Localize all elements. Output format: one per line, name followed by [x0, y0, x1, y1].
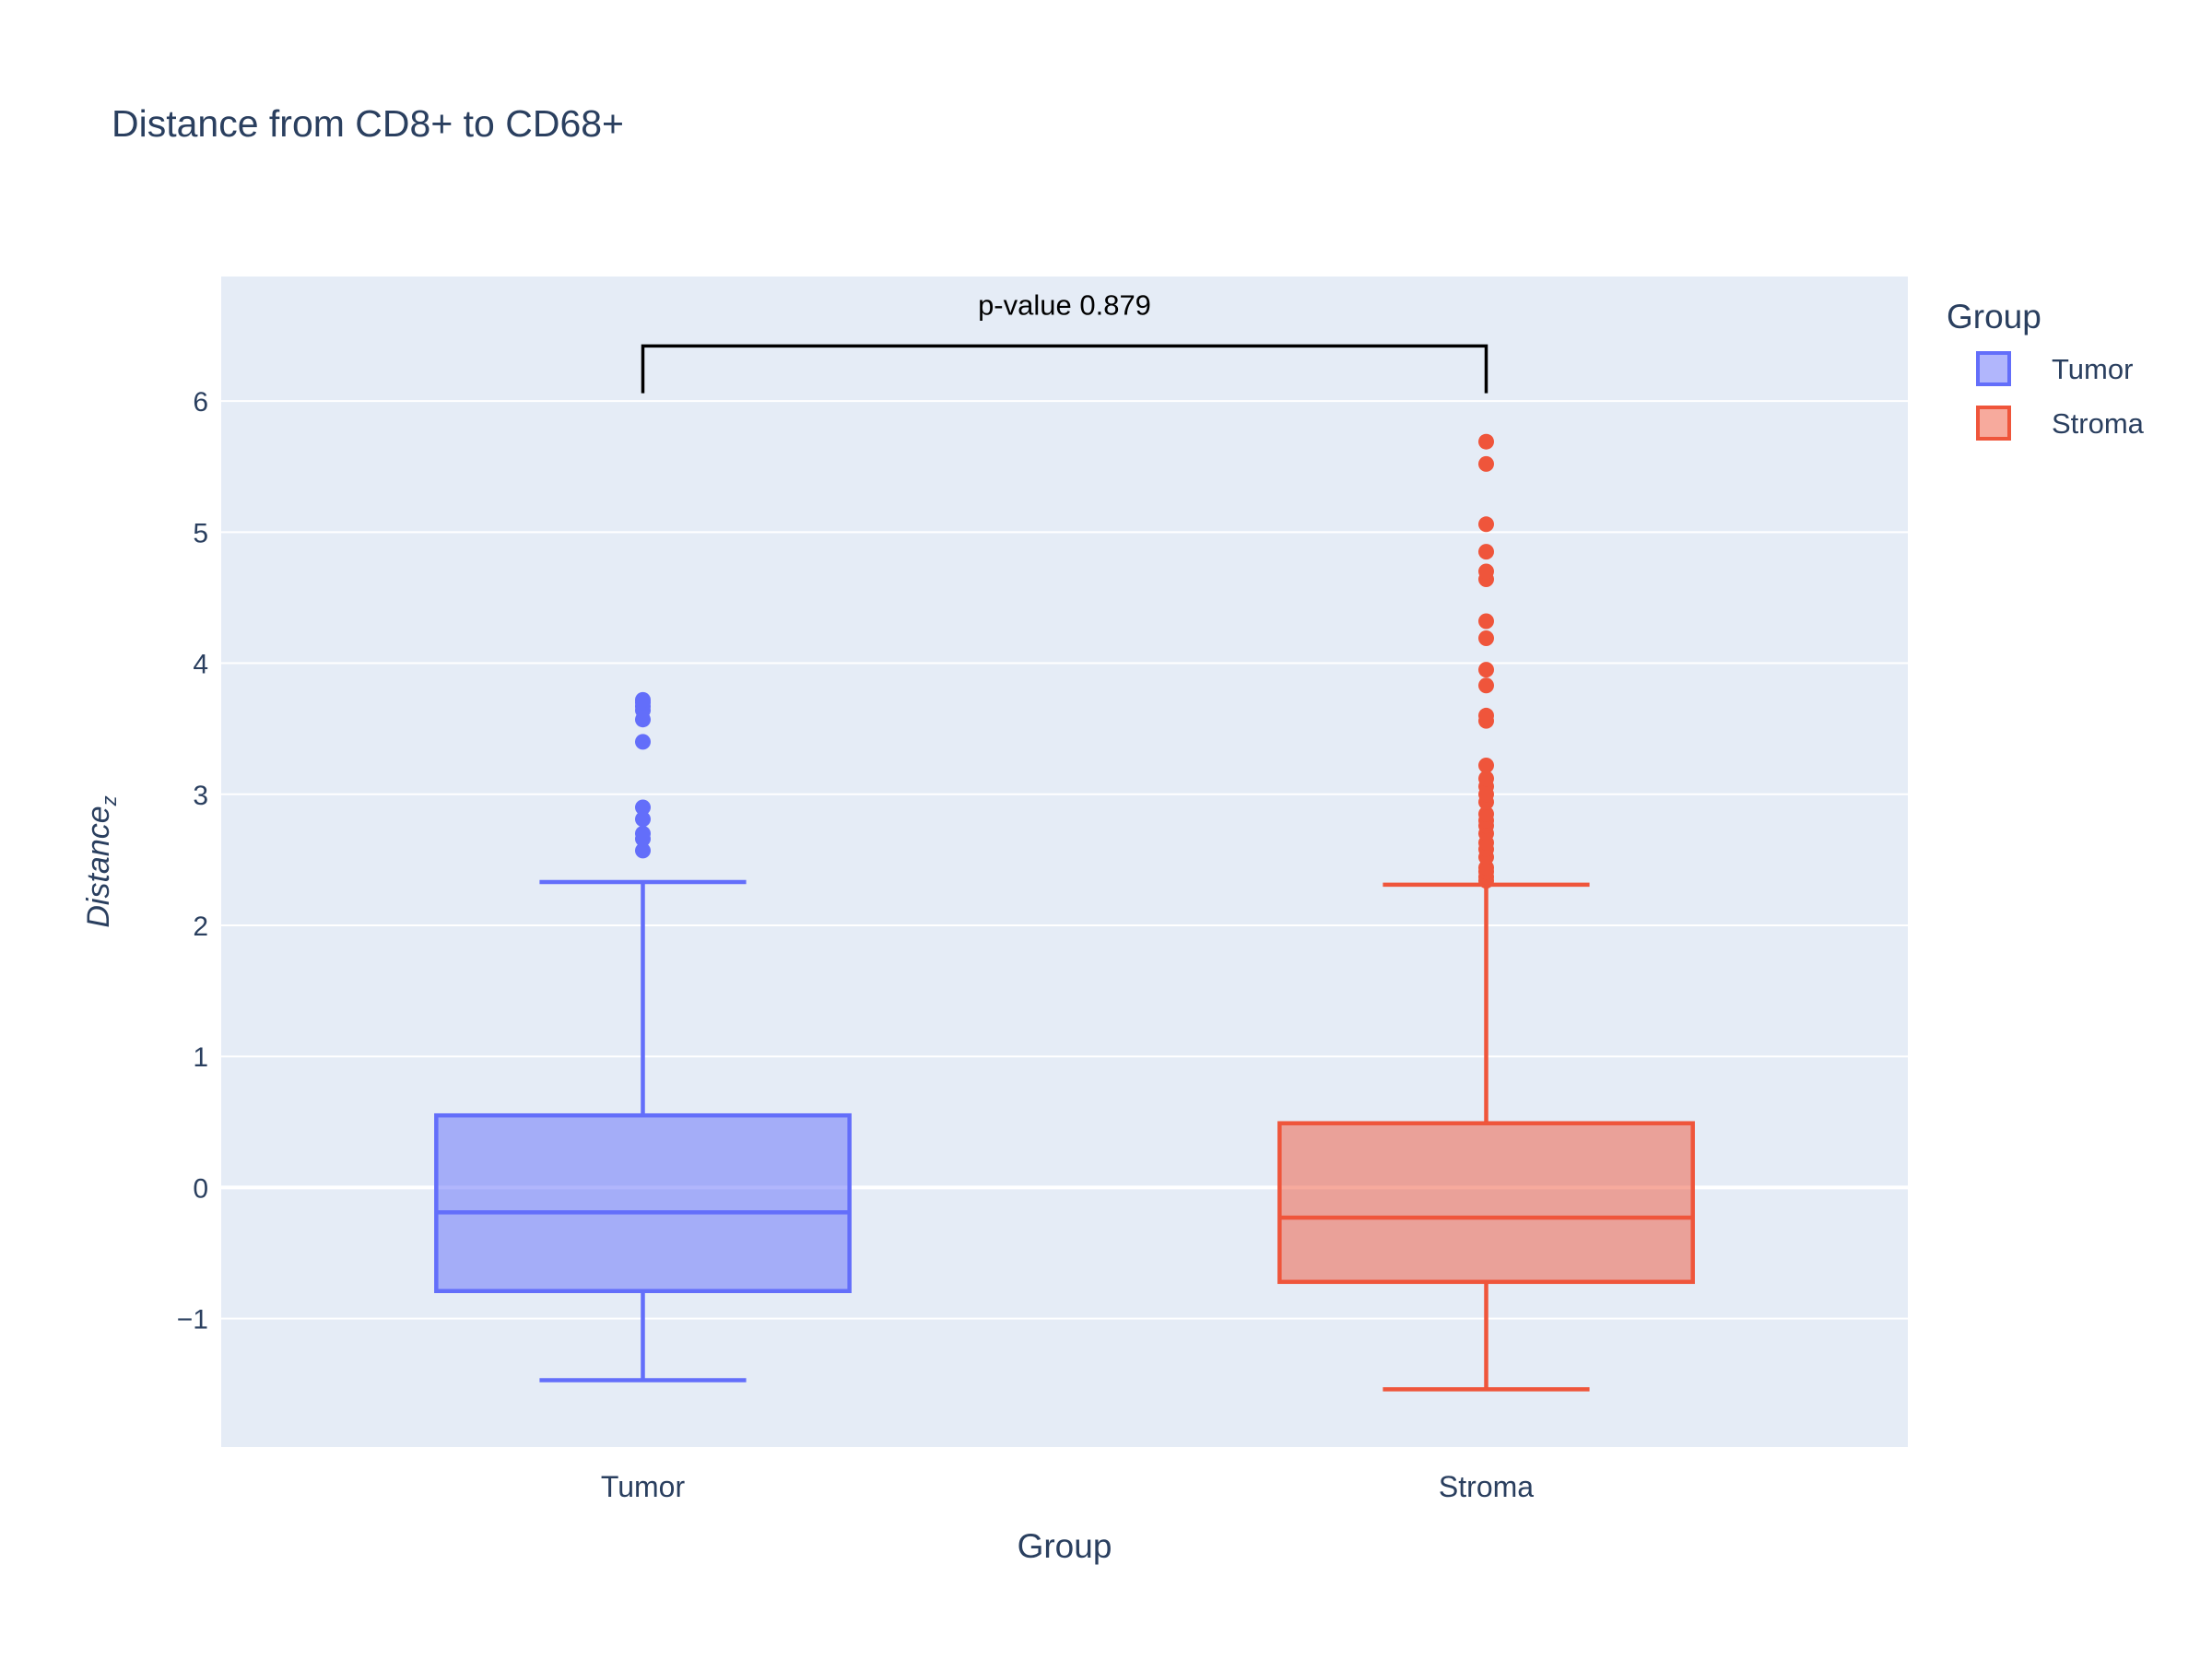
outlier-point: [1478, 455, 1494, 472]
outlier-point: [1478, 757, 1494, 773]
legend-item-stroma[interactable]: Stroma: [1976, 406, 2145, 441]
chart-title: Distance from CD8+ to CD68+: [112, 102, 624, 145]
legend-swatch: [1976, 351, 2011, 386]
outlier-point: [1478, 613, 1494, 629]
legend: Group Tumor Stroma: [1947, 298, 2145, 441]
outlier-points: [635, 433, 1494, 889]
legend-items: Tumor Stroma: [1976, 351, 2145, 441]
legend-item-tumor[interactable]: Tumor: [1976, 351, 2133, 386]
legend-title: Group: [1947, 298, 2041, 335]
outlier-point: [1478, 516, 1494, 533]
x-axis-title: Group: [1018, 1527, 1112, 1565]
box-iqr: [434, 1112, 852, 1294]
y-tick-label: 1: [193, 1042, 208, 1073]
legend-swatch: [1976, 406, 2011, 441]
y-tick-label: 0: [193, 1173, 208, 1204]
y-axis-ticks: −1 0 1 2 3 4 5 6: [177, 387, 208, 1335]
outlier-point: [635, 811, 651, 828]
outlier-point: [1478, 433, 1494, 450]
y-axis-title: Distancez: [81, 795, 121, 927]
outlier-point: [1478, 806, 1494, 822]
outlier-point: [1478, 544, 1494, 560]
significance-annotation: p-value 0.879: [641, 288, 1488, 394]
y-axis-title-base: Distance: [81, 806, 116, 927]
x-axis-ticks: Tumor Stroma: [601, 1470, 1534, 1503]
y-tick-label: 4: [193, 650, 208, 680]
outlier-point: [635, 799, 651, 816]
outlier-point: [1478, 677, 1494, 694]
outlier-point: [1478, 707, 1494, 724]
box-iqr: [1277, 1121, 1695, 1285]
x-tick-label: Stroma: [1439, 1470, 1534, 1503]
outlier-point: [635, 842, 651, 859]
significance-bracket: [641, 344, 1488, 394]
y-axis-title-subscript: z: [98, 795, 121, 806]
outlier-point: [1478, 563, 1494, 580]
y-tick-label: 3: [193, 781, 208, 811]
p-value-label: p-value 0.879: [978, 288, 1151, 321]
y-tick-label: −1: [177, 1305, 208, 1335]
outlier-point: [635, 691, 651, 708]
legend-label: Tumor: [2052, 353, 2133, 385]
outlier-point: [1478, 771, 1494, 787]
legend-label: Stroma: [2052, 407, 2145, 440]
y-tick-label: 6: [193, 387, 208, 418]
outlier-point: [1478, 630, 1494, 647]
y-tick-label: 5: [193, 518, 208, 548]
outlier-point: [635, 825, 651, 841]
box-tumor: [434, 879, 852, 1382]
y-tick-label: 2: [193, 912, 208, 942]
x-tick-label: Tumor: [601, 1470, 686, 1503]
outlier-point: [1478, 662, 1494, 678]
outlier-point: [635, 734, 651, 750]
